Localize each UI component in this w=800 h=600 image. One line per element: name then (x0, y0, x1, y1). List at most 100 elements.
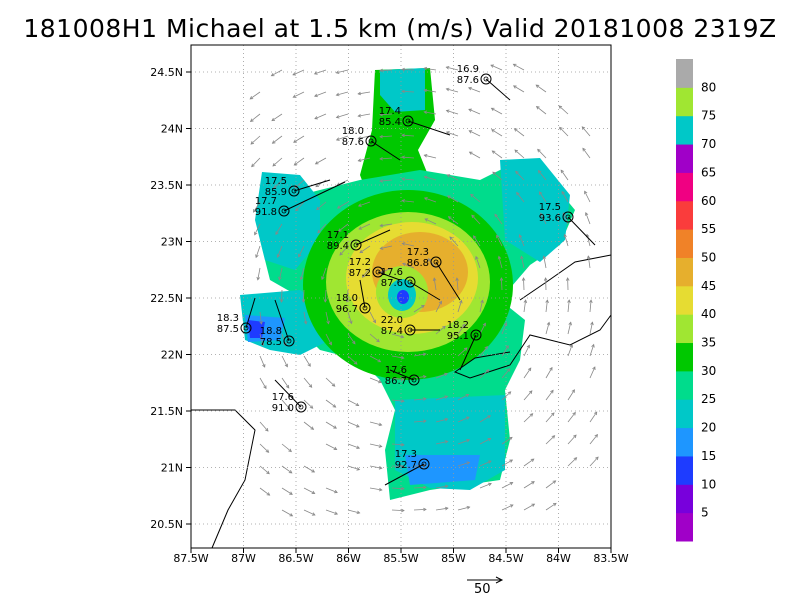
wind-arrowhead (283, 342, 287, 347)
wind-arrowhead (378, 466, 383, 470)
wind-arrow (303, 509, 316, 516)
wind-arrow (347, 333, 356, 345)
wind-arrowhead (423, 88, 428, 93)
wind-arrowhead (311, 512, 316, 516)
wind-arrow (435, 325, 446, 335)
station-marker (365, 135, 377, 147)
station-rh: 91.0 (272, 403, 294, 414)
wind-arrowhead (249, 118, 254, 122)
colorbar-swatch (676, 200, 693, 230)
wind-arrowhead (475, 255, 479, 260)
reference-vector-label: 50 (474, 582, 491, 597)
station-marker (408, 374, 420, 386)
wind-arrowhead (485, 369, 490, 373)
station-marker-inner (565, 214, 571, 220)
colorbar-swatch (676, 87, 693, 117)
wind-arrow (589, 300, 592, 313)
station-marker-inner (298, 404, 304, 410)
wind-arrow (391, 399, 404, 402)
wind-arrowhead (309, 405, 314, 409)
wind-arrow (492, 171, 503, 181)
wind-arrow (271, 69, 283, 77)
wind-arrowhead (423, 507, 427, 512)
colorbar-level-label: 50 (701, 250, 716, 264)
wind-arrowhead (379, 223, 384, 228)
wind-arrowhead (357, 91, 362, 96)
wind-arrowhead (337, 228, 342, 232)
station-marker-inner (368, 138, 374, 144)
wind-arrow (589, 366, 596, 379)
wind-barb (409, 281, 441, 301)
wind-arrowhead (543, 277, 548, 281)
wind-arrow (259, 333, 264, 346)
wind-arrowhead (462, 323, 466, 328)
wind-arrowhead (376, 338, 380, 343)
wind-arrow (294, 157, 305, 166)
wind-arrowhead (468, 108, 472, 112)
wind-arrowhead (357, 203, 362, 207)
wind-arrowhead (444, 417, 449, 422)
wind-arrowhead (466, 439, 471, 443)
station-marker (404, 276, 416, 288)
wind-arrowhead (530, 458, 535, 462)
station-marker-inner (375, 269, 381, 275)
wind-arrow (545, 390, 554, 401)
colorbar-level-label: 35 (701, 336, 716, 350)
wind-arrowhead (295, 207, 299, 212)
wind-arrowhead (473, 235, 477, 239)
lon-tick-label: 86.5W (278, 552, 313, 565)
wind-arrow (582, 148, 591, 159)
wind-arrow (314, 91, 327, 97)
wind-arrowhead (311, 490, 316, 494)
wind-arrowhead (560, 169, 565, 174)
colorbar-swatch (676, 257, 693, 287)
wind-arrow (535, 84, 547, 93)
wind-arrow (490, 64, 503, 71)
wind-arrowhead (484, 345, 488, 350)
lat-tick-label: 21N (161, 462, 183, 475)
station-rh: 89.4 (327, 241, 349, 252)
wind-arrow (281, 487, 293, 495)
wind-arrowhead (569, 343, 573, 348)
wind-arrowhead (301, 299, 306, 303)
wind-arrow (581, 126, 591, 137)
wind-arrowhead (402, 262, 406, 267)
wind-arrow (468, 108, 481, 115)
wind-arrowhead (593, 411, 598, 416)
wind-arrow (413, 398, 426, 401)
colorbar-level-label: 75 (701, 109, 716, 123)
wind-arrowhead (253, 209, 257, 213)
wind-arrow (303, 421, 314, 430)
wind-arrow (402, 263, 415, 269)
reference-vector-arrowhead (495, 576, 504, 584)
wind-arrowhead (299, 276, 304, 281)
lat-tick-label: 20.5N (150, 518, 183, 531)
wind-arrow (380, 179, 393, 182)
wind-arrow (278, 267, 283, 280)
wind-arrowhead (442, 325, 446, 330)
wind-arrowhead (518, 234, 523, 238)
wind-arrowhead (334, 489, 338, 494)
wind-arrow (303, 311, 307, 324)
wind-arrow (325, 509, 338, 515)
wind-arrowhead (356, 467, 361, 471)
wind-arrowhead (573, 434, 577, 439)
wind-arrowhead (275, 231, 279, 236)
lat-tick-label: 23N (161, 236, 183, 249)
wind-arrowhead (594, 433, 598, 438)
wind-arrow (585, 212, 591, 225)
wind-arrowhead (311, 469, 316, 473)
lon-tick-label: 87.5W (173, 552, 208, 565)
station-rh: 86.7 (385, 376, 407, 387)
wind-arrowhead (584, 212, 589, 216)
station-temp: 17.6 (385, 365, 407, 376)
wind-arrow (325, 377, 336, 387)
wind-arrowhead (482, 322, 486, 327)
station-rh: 87.2 (349, 268, 371, 279)
station-marker (402, 115, 414, 127)
wind-arrowhead (509, 459, 514, 463)
wind-arrowhead (288, 448, 292, 453)
wind-arrow (259, 311, 262, 324)
wind-arrowhead (509, 482, 514, 486)
wind-arrow (589, 456, 599, 467)
